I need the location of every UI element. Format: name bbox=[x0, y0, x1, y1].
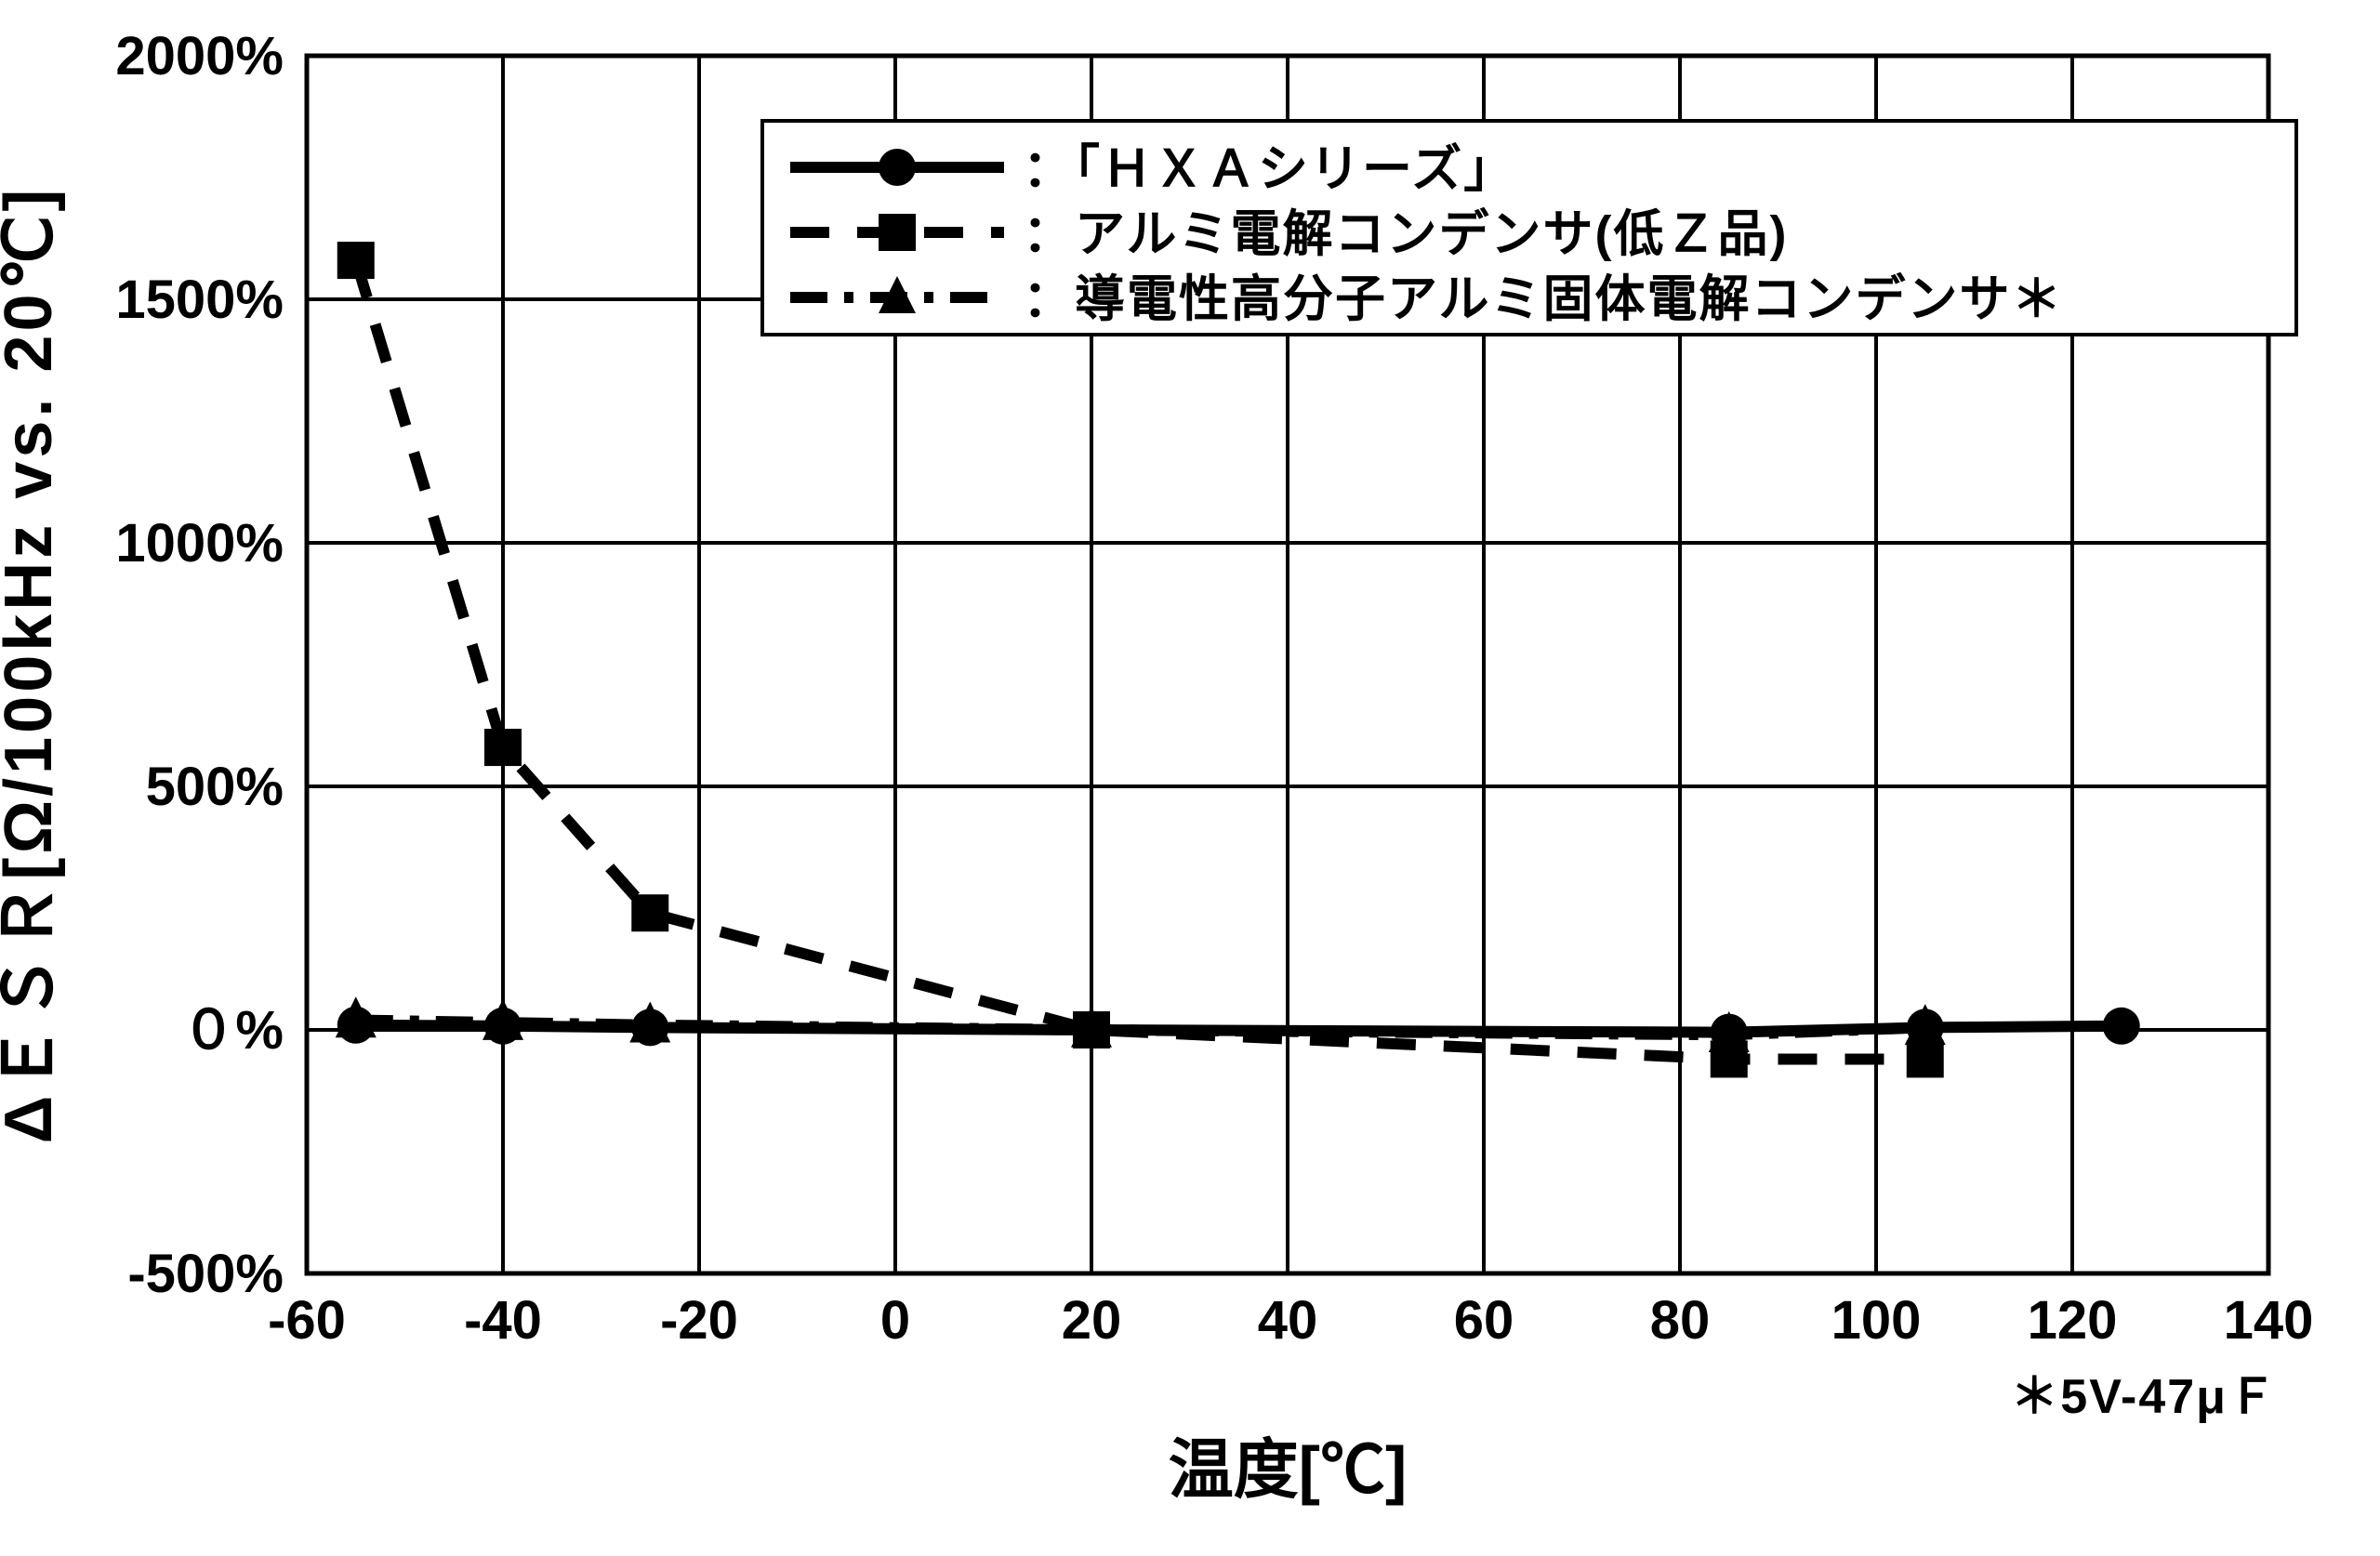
series-al_electrolytic_lowz-marker bbox=[1907, 1040, 1944, 1077]
x-tick-label: 120 bbox=[2028, 1290, 2118, 1351]
y-tick-label: -500% bbox=[127, 1244, 284, 1304]
y-tick-label: ０% bbox=[181, 1000, 284, 1061]
x-tick-label: 0 bbox=[880, 1290, 910, 1351]
series-al_electrolytic_lowz-marker bbox=[484, 729, 522, 766]
x-tick-label: 80 bbox=[1650, 1290, 1711, 1351]
y-tick-label: 500% bbox=[146, 757, 284, 817]
legend-marker bbox=[879, 214, 916, 251]
y-tick-label: 2000% bbox=[115, 26, 284, 86]
x-tick-label: 20 bbox=[1062, 1290, 1122, 1351]
x-tick-label: -20 bbox=[660, 1290, 738, 1351]
y-tick-label: 1000% bbox=[115, 513, 284, 574]
x-tick-label: 40 bbox=[1258, 1290, 1318, 1351]
series-hxa-marker bbox=[2103, 1008, 2140, 1045]
y-axis-title: ΔＥＳＲ[Ω/100kHz vs. 20℃] bbox=[0, 186, 66, 1144]
x-tick-label: 60 bbox=[1454, 1290, 1514, 1351]
chart-svg: -60-40-20020406080100120140-500%０%500%10… bbox=[0, 0, 2380, 1556]
series-al_electrolytic_lowz-marker bbox=[631, 894, 668, 931]
footnote: ＊5V-47μＦ bbox=[2010, 1370, 2278, 1424]
x-tick-label: -40 bbox=[464, 1290, 542, 1351]
legend-marker bbox=[879, 149, 916, 186]
x-tick-label: 100 bbox=[1831, 1290, 1922, 1351]
y-tick-label: 1500% bbox=[115, 270, 284, 330]
x-tick-label: 140 bbox=[2224, 1290, 2314, 1351]
legend-label: ：導電性高分子アルミ固体電解コンデンサ＊ bbox=[1023, 271, 2063, 327]
series-al_electrolytic_lowz-marker bbox=[337, 242, 375, 279]
legend-label: ：アルミ電解コンデンサ(低Ｚ品) bbox=[1023, 206, 1788, 262]
chart-container: -60-40-20020406080100120140-500%０%500%10… bbox=[0, 0, 2380, 1556]
x-axis-title: 温度[℃] bbox=[1169, 1433, 1408, 1506]
legend-label: ：「ＨＸＡシリーズ」 bbox=[1023, 141, 1515, 197]
